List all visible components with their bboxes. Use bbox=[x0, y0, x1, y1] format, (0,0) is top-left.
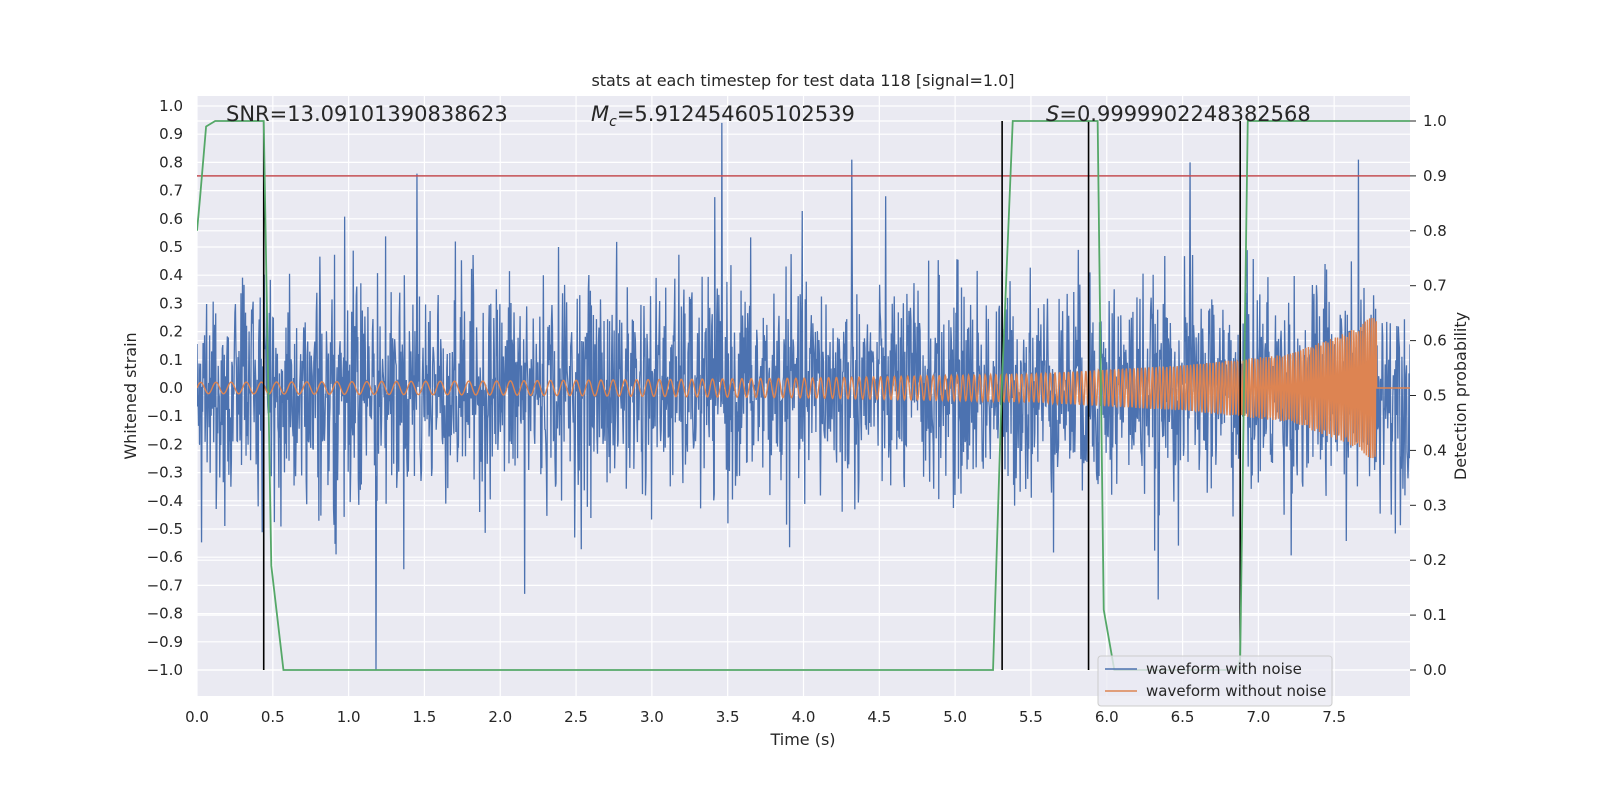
y-left-tick-label: 0.8 bbox=[159, 153, 183, 171]
y-left-tick-label: 0.7 bbox=[159, 182, 183, 200]
y-left-tick-label: −0.6 bbox=[147, 548, 183, 566]
x-tick-label: 2.5 bbox=[564, 708, 588, 726]
legend: waveform with noise waveform without noi… bbox=[1097, 655, 1333, 707]
y-right-tick-label: 0.5 bbox=[1423, 387, 1447, 405]
x-tick-label: 4.0 bbox=[792, 708, 816, 726]
x-tick-label: 4.5 bbox=[867, 708, 891, 726]
series-waveform-with-noise bbox=[197, 122, 1410, 671]
y-left-tick-label: −0.7 bbox=[147, 576, 183, 594]
chart-title: stats at each timestep for test data 118… bbox=[591, 71, 1014, 90]
series-waveform-without-noise bbox=[197, 317, 1410, 459]
y-left-tick-label: −0.2 bbox=[147, 435, 183, 453]
y-right-tick-label: 0.6 bbox=[1423, 332, 1447, 350]
y-left-tick-label: 0.4 bbox=[159, 266, 183, 284]
legend-box bbox=[1097, 655, 1333, 707]
y-right-tick-label: 0.0 bbox=[1423, 661, 1447, 679]
y-left-tick-label: 0.6 bbox=[159, 210, 183, 228]
x-tick-label: 6.5 bbox=[1171, 708, 1195, 726]
x-tick-label: 3.0 bbox=[640, 708, 664, 726]
y-left-tick-label: −0.9 bbox=[147, 633, 183, 651]
y-left-tick-label: 0.3 bbox=[159, 294, 183, 312]
y-left-tick-label: −0.4 bbox=[147, 492, 183, 510]
y-left-tick-label: −1.0 bbox=[147, 661, 183, 679]
y-axis-left-label: Whitened strain bbox=[121, 332, 140, 459]
y-left-tick-label: 0.1 bbox=[159, 351, 183, 369]
y-right-tick-label: 0.1 bbox=[1423, 606, 1447, 624]
y-left-tick-label: 0.5 bbox=[159, 238, 183, 256]
x-tick-label: 5.0 bbox=[943, 708, 967, 726]
y-left-tick-label: −0.3 bbox=[147, 464, 183, 482]
y-right-tick-label: 1.0 bbox=[1423, 112, 1447, 130]
y-axis-left-ticks: 1.0 0.9 0.8 0.7 0.6 0.5 0.4 0.3 0.2 0.1 0.0 −0.1 −0.… bbox=[147, 97, 183, 679]
y-right-tick-label: 0.9 bbox=[1423, 167, 1447, 185]
y-left-tick-label: 1.0 bbox=[159, 97, 183, 115]
y-left-tick-label: −0.8 bbox=[147, 605, 183, 623]
y-axis-right-ticks: 1.0 0.9 0.8 0.7 0.6 0.5 0.4 0.3 0.2 0.1 0.0 bbox=[1410, 112, 1447, 679]
y-left-tick-label: 0.9 bbox=[159, 125, 183, 143]
legend-label-clean: waveform without noise bbox=[1146, 682, 1326, 700]
y-left-tick-label: 0.2 bbox=[159, 323, 183, 341]
significance-annotation: S=0.9999902248382568 bbox=[1046, 102, 1311, 126]
x-axis-label: Time (s) bbox=[769, 730, 835, 749]
y-right-tick-label: 0.4 bbox=[1423, 441, 1447, 459]
chirp-mass-annotation: Mc=5.912454605102539 bbox=[591, 102, 855, 130]
x-tick-label: 3.5 bbox=[716, 708, 740, 726]
x-tick-label: 0.0 bbox=[185, 708, 209, 726]
y-left-tick-label: 0.0 bbox=[159, 379, 183, 397]
legend-label-noise: waveform with noise bbox=[1146, 660, 1302, 678]
snr-annotation: SNR=13.09101390838623 bbox=[226, 102, 508, 126]
y-axis-right-label: Detection probability bbox=[1451, 312, 1470, 480]
x-axis-ticks: 0.0 0.5 1.0 1.5 2.0 2.5 3.0 3.5 4.0 4.5 5.0 5.5 6.0 6… bbox=[185, 708, 1346, 726]
y-right-tick-label: 0.3 bbox=[1423, 496, 1447, 514]
clean-waveform-line bbox=[197, 317, 1410, 459]
noise-waveform-line bbox=[197, 122, 1410, 671]
y-left-tick-label: −0.1 bbox=[147, 407, 183, 425]
x-tick-label: 6.0 bbox=[1095, 708, 1119, 726]
y-left-tick-label: −0.5 bbox=[147, 520, 183, 538]
x-tick-label: 1.5 bbox=[413, 708, 437, 726]
x-tick-label: 7.0 bbox=[1246, 708, 1270, 726]
x-tick-label: 5.5 bbox=[1019, 708, 1043, 726]
y-right-tick-label: 0.8 bbox=[1423, 222, 1447, 240]
x-tick-label: 0.5 bbox=[261, 708, 285, 726]
y-right-tick-label: 0.2 bbox=[1423, 551, 1447, 569]
x-tick-label: 2.0 bbox=[488, 708, 512, 726]
x-tick-label: 7.5 bbox=[1322, 708, 1346, 726]
y-right-tick-label: 0.7 bbox=[1423, 277, 1447, 295]
x-tick-label: 1.0 bbox=[337, 708, 361, 726]
